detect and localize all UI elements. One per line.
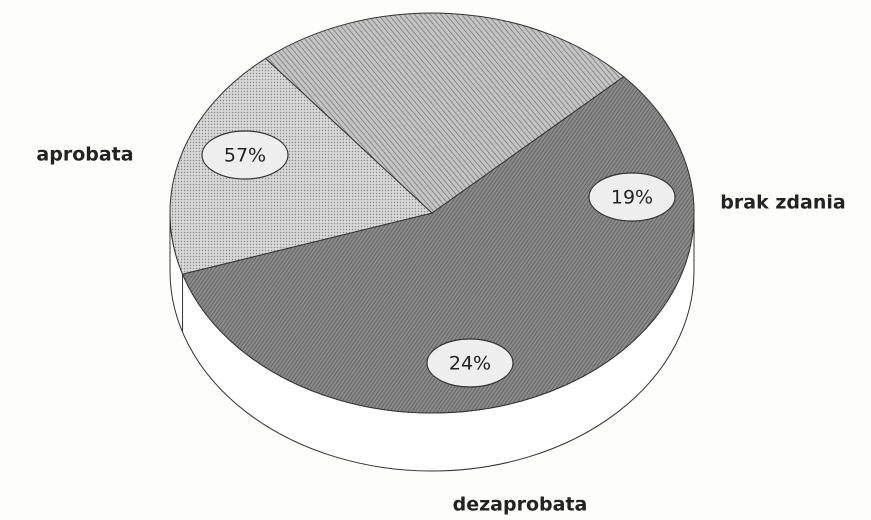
category-label: dezaprobata [453, 494, 588, 516]
value-label: 24% [449, 353, 491, 375]
pie-slice [169, 57, 434, 275]
label-bubble [426, 338, 514, 388]
label-bubble [201, 130, 289, 180]
label-bubble [588, 172, 676, 222]
category-label: aprobata [36, 144, 133, 166]
value-label: 57% [224, 145, 266, 167]
category-label: brak zdania [720, 192, 845, 214]
pie-slice [181, 75, 695, 414]
value-label: 19% [611, 187, 653, 209]
pie-slice [264, 12, 625, 214]
